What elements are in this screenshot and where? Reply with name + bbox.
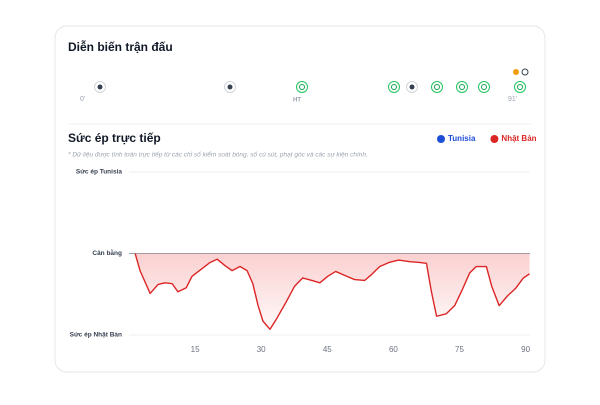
y-tick-label: Cân bằng: [92, 248, 122, 257]
x-tick-label: 30: [257, 345, 266, 354]
legend-label: Tunisia: [448, 134, 476, 143]
timeline-label: 91': [508, 96, 517, 103]
sub-icon: [478, 81, 490, 93]
sub-icon: [431, 81, 443, 93]
legend-dot: [437, 135, 445, 143]
timeline-events: [94, 68, 529, 93]
timeline-label: HT: [293, 98, 301, 104]
player-icon: [513, 69, 519, 75]
pressure-area: [135, 253, 530, 330]
x-tick-label: 60: [389, 345, 398, 354]
sub-icon: [296, 81, 308, 93]
y-tick-label: Sức ép Tunisia: [76, 169, 123, 176]
chart: Tunisia Nhật Bản Sức ép Tunisia Cân bằng Sức…: [70, 134, 537, 354]
ball-icon: [521, 68, 529, 76]
sub-icon: [388, 81, 400, 93]
x-tick-label: 75: [455, 345, 464, 354]
legend-label: Nhật Bản: [501, 134, 536, 143]
x-tick-label: 15: [191, 345, 200, 354]
timeline-label: 0': [80, 96, 85, 103]
chart-subtitle: * Dữ liệu được tính toán trực tiếp từ cá…: [68, 151, 368, 159]
goal-icon: [406, 81, 418, 93]
goal-icon: [94, 81, 106, 93]
goal-icon: [224, 81, 236, 93]
x-tick-label: 45: [323, 345, 332, 354]
sub-icon: [456, 81, 468, 93]
legend-dot: [490, 135, 499, 143]
pressure-line: [134, 253, 530, 330]
chart-title: Sức ép trực tiếp: [68, 131, 161, 145]
card-title: Diễn biến trận đấu: [68, 39, 173, 54]
y-tick-label: Sức ép Nhật Bản: [70, 332, 122, 339]
card: [54, 25, 546, 373]
x-tick-label: 90: [521, 345, 530, 354]
sub-icon: [514, 81, 526, 93]
